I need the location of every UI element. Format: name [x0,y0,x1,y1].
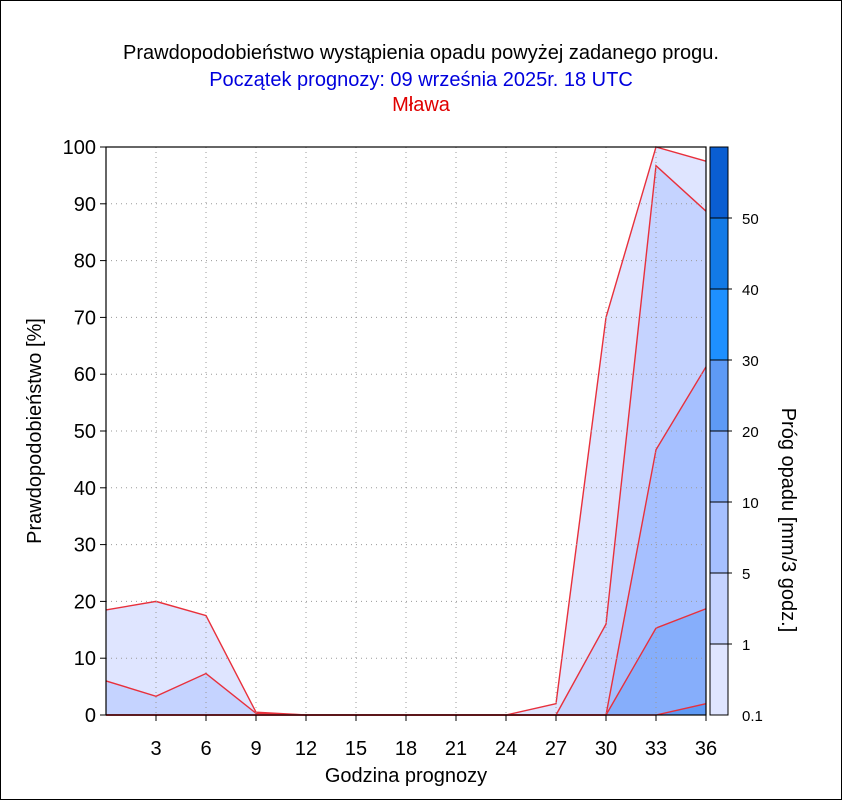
x-tick-label: 21 [445,738,467,760]
y-tick-label: 0 [85,705,96,727]
colorbar-segment [710,218,728,289]
grid-lines [106,147,706,715]
colorbar-tick-label: 10 [742,495,759,512]
x-tick-label: 36 [695,738,717,760]
y-tick-label: 80 [74,251,96,273]
colorbar-segment [710,147,728,218]
x-tick-label: 3 [150,738,161,760]
chart-title: Prawdopodobieństwo wystąpienia opadu pow… [123,42,719,64]
chart-location: Mława [392,94,450,116]
x-tick-label: 12 [295,738,317,760]
colorbar-segment [710,289,728,360]
x-tick-label: 27 [545,738,567,760]
x-tick-label: 24 [495,738,517,760]
x-tick-label: 15 [345,738,367,760]
colorbar-tick-label: 30 [742,353,759,370]
y-tick-label: 100 [63,137,96,159]
y-tick-label: 70 [74,307,96,329]
y-tick-label: 60 [74,364,96,386]
x-tick-label: 9 [250,738,261,760]
y-tick-label: 10 [74,648,96,670]
colorbar-label: Próg opadu [mm/3 godz.] [777,408,799,633]
x-tick-label: 30 [595,738,617,760]
colorbar-tick-label: 50 [742,211,759,228]
x-tick-label: 18 [395,738,417,760]
area-threshold-10 [106,608,706,715]
chart-subtitle: Początek prognozy: 09 września 2025r. 18… [209,69,633,91]
colorbar-segment [710,360,728,431]
colorbar-segment [710,431,728,502]
y-tick-label: 40 [74,478,96,500]
y-axis-label: Prawdopodobieństwo [%] [24,318,46,544]
x-axis-ticks: 3 6 9 12 15 18 21 24 27 30 33 36 [150,715,717,760]
x-axis-label: Godzina prognozy [325,765,487,787]
y-axis-ticks: 0 10 20 30 40 50 60 70 80 90 100 [63,137,106,727]
colorbar: 0.1 1 5 10 20 30 40 50 [709,146,763,725]
colorbar-tick-label: 40 [742,282,759,299]
y-tick-label: 30 [74,535,96,557]
y-tick-label: 90 [74,194,96,216]
colorbar-tick-label: 0.1 [742,708,763,725]
x-tick-label: 33 [645,738,667,760]
x-tick-label: 6 [200,738,211,760]
colorbar-segment [710,502,728,573]
colorbar-tick-label: 5 [742,566,750,583]
colorbar-tick-label: 1 [742,637,750,654]
y-tick-label: 50 [74,421,96,443]
colorbar-tick-label: 20 [742,424,759,441]
colorbar-segment [710,573,728,644]
y-tick-label: 20 [74,591,96,613]
colorbar-segment [710,644,728,715]
